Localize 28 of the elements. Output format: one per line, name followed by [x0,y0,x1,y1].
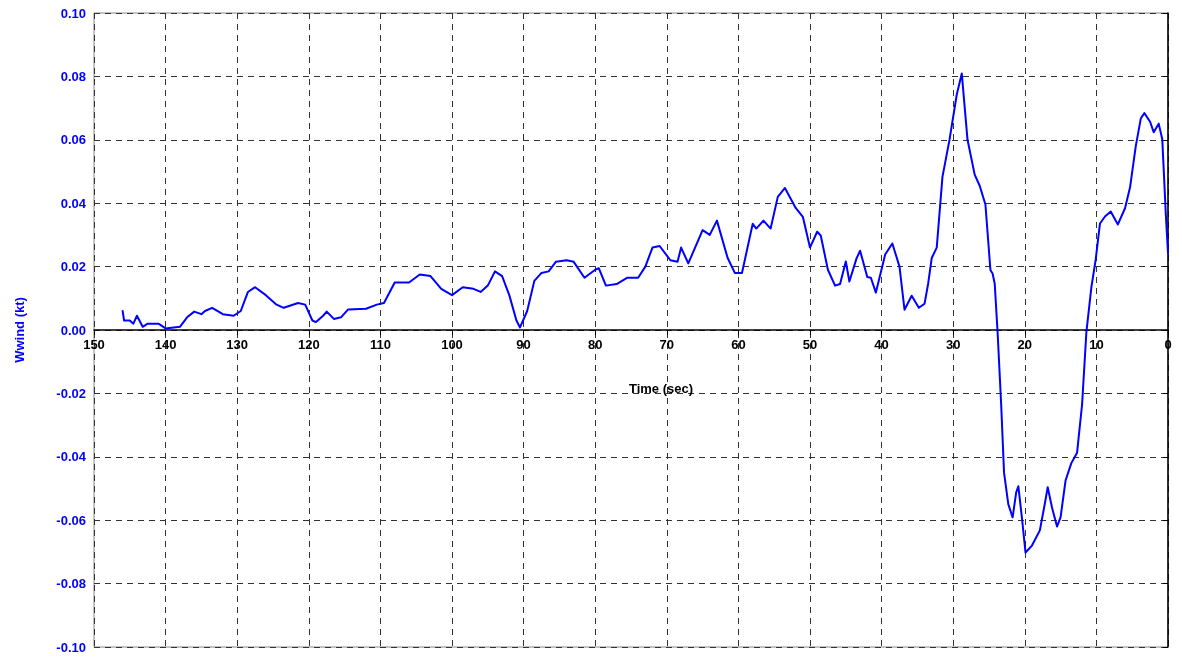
x-tick-label: 150 [83,337,105,352]
x-tick-label: 50 [802,337,818,352]
x-tick-label: 100 [441,337,463,352]
x-tick-label: 20 [1017,337,1033,352]
x-tick-label: 80 [587,337,603,352]
y-tick-label: -0.08 [56,576,86,592]
x-tick-label: 130 [226,337,249,352]
x-tick-label: 70 [659,337,675,352]
x-axis-title: Time (sec) [628,381,694,396]
y-tick-label: 0.06 [60,132,86,148]
y-tick-label: -0.06 [56,512,86,528]
y-tick-label: 0.08 [60,68,86,84]
y-tick-label: -0.04 [56,449,87,465]
y-tick-label: 0.10 [60,5,86,21]
y-tick-label: -0.02 [56,385,86,401]
y-tick-label: 0.02 [60,259,86,275]
y-axis-title: Wwind (kt) [12,297,27,363]
y-tick-label: -0.10 [56,639,86,655]
x-tick-label: 10 [1089,337,1104,352]
x-tick-label: 110 [369,337,391,352]
x-tick-label: 60 [731,337,746,352]
x-tick-label: 30 [945,337,961,352]
y-tick-label: 0.04 [60,195,87,211]
x-tick-label: 140 [154,337,177,352]
x-tick-label: 40 [874,337,889,352]
y-tick-label: 0.00 [60,322,86,338]
x-tick-label: 120 [297,337,320,352]
x-tick-label: 90 [516,337,531,352]
